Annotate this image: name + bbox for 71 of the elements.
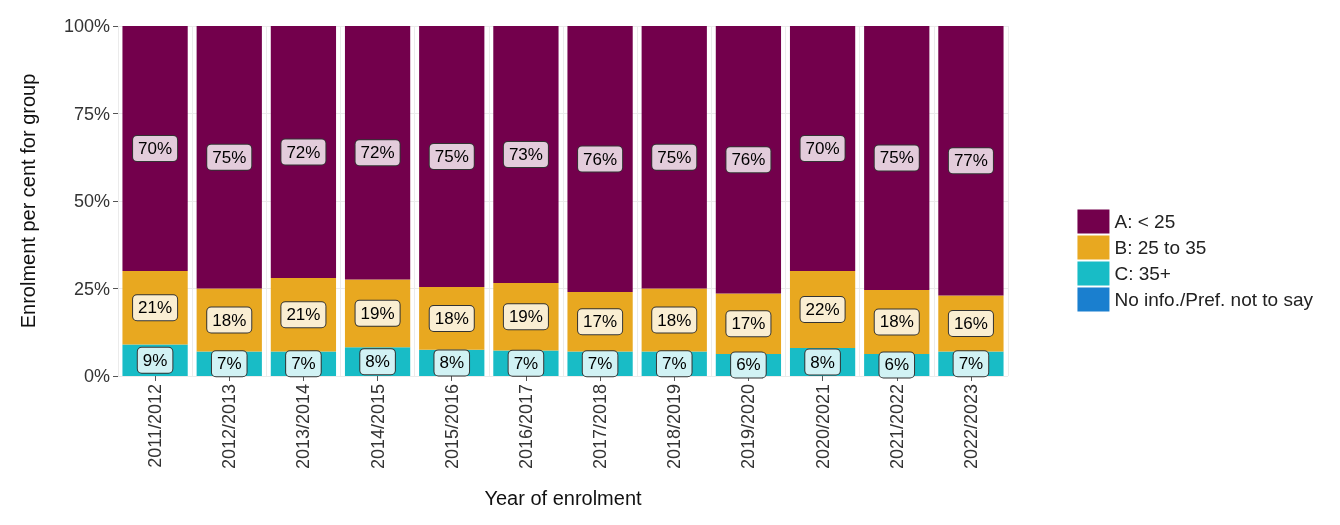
data-label: 77%	[953, 151, 988, 171]
data-label: 17%	[583, 312, 618, 332]
x-tick-label: 2016/2017	[515, 384, 536, 470]
y-tick-label: 25%	[73, 278, 110, 299]
data-label: 6%	[736, 355, 761, 375]
x-tick-label: 2017/2018	[590, 384, 611, 470]
legend-label: A: < 25	[1114, 211, 1176, 232]
data-label: 72%	[360, 143, 395, 163]
data-label: 7%	[958, 354, 984, 374]
data-label: 18%	[434, 308, 469, 328]
x-tick-label: 2014/2015	[367, 384, 388, 470]
y-axis-title: Enrolment per cent for group	[17, 73, 39, 329]
data-label: 8%	[810, 352, 835, 372]
data-label: 75%	[657, 147, 692, 167]
data-label: 7%	[513, 353, 539, 373]
bar	[493, 26, 559, 283]
bar	[938, 26, 1004, 296]
bar	[567, 26, 633, 292]
legend-label: C: 35+	[1114, 263, 1171, 284]
y-tick-label: 50%	[73, 191, 110, 211]
bar	[641, 26, 707, 289]
x-tick-label: 2015/2016	[441, 384, 462, 470]
data-label: 6%	[884, 355, 910, 375]
data-label: 16%	[953, 314, 988, 333]
data-label: 19%	[508, 307, 543, 327]
bar	[122, 26, 188, 271]
bar	[196, 26, 262, 289]
data-label: 72%	[286, 142, 321, 162]
data-label: 18%	[657, 310, 692, 330]
y-tick-label: 75%	[73, 103, 110, 124]
data-label: 18%	[212, 310, 247, 330]
bar	[864, 26, 930, 290]
x-tick-label: 2013/2014	[293, 384, 314, 470]
data-label: 21%	[286, 305, 321, 325]
data-label: 21%	[138, 298, 173, 318]
data-label: 7%	[587, 354, 613, 374]
y-tick-label: 100%	[63, 16, 110, 36]
data-label: 9%	[142, 350, 168, 370]
data-label: 76%	[731, 150, 766, 170]
data-label: 18%	[879, 312, 914, 332]
bar	[419, 26, 485, 288]
data-label: 7%	[216, 354, 242, 374]
x-tick-label: 2020/2021	[812, 384, 833, 470]
x-tick-label: 2019/2020	[738, 384, 759, 470]
legend-label: B: 25 to 35	[1114, 237, 1207, 258]
data-label: 70%	[805, 139, 840, 158]
x-tick-label: 2012/2013	[219, 384, 240, 470]
x-tick-label: 2018/2019	[664, 384, 685, 470]
data-label: 7%	[661, 354, 687, 374]
bar	[789, 26, 856, 271]
data-label: 76%	[583, 149, 618, 169]
legend-label: No info./Pref. not to say	[1114, 289, 1314, 310]
data-label: 22%	[805, 300, 840, 319]
data-label: 17%	[731, 314, 766, 334]
x-tick-label: 2022/2023	[960, 384, 981, 470]
data-label: 75%	[212, 147, 247, 167]
data-label: 8%	[439, 353, 465, 373]
bar	[715, 26, 782, 294]
data-label: 8%	[365, 352, 390, 372]
data-label: 70%	[138, 139, 173, 158]
y-tick-label: 0%	[83, 366, 110, 386]
x-tick-label: 2011/2012	[145, 384, 166, 468]
x-tick-label: 2021/2022	[886, 384, 907, 470]
bar	[344, 26, 411, 280]
data-label: 75%	[879, 148, 914, 168]
x-axis-title: Year of enrolment	[484, 487, 643, 509]
bar	[270, 26, 337, 278]
data-label: 7%	[291, 354, 316, 374]
data-label: 75%	[434, 147, 469, 167]
data-label: 19%	[360, 303, 395, 323]
data-label: 73%	[508, 144, 543, 164]
